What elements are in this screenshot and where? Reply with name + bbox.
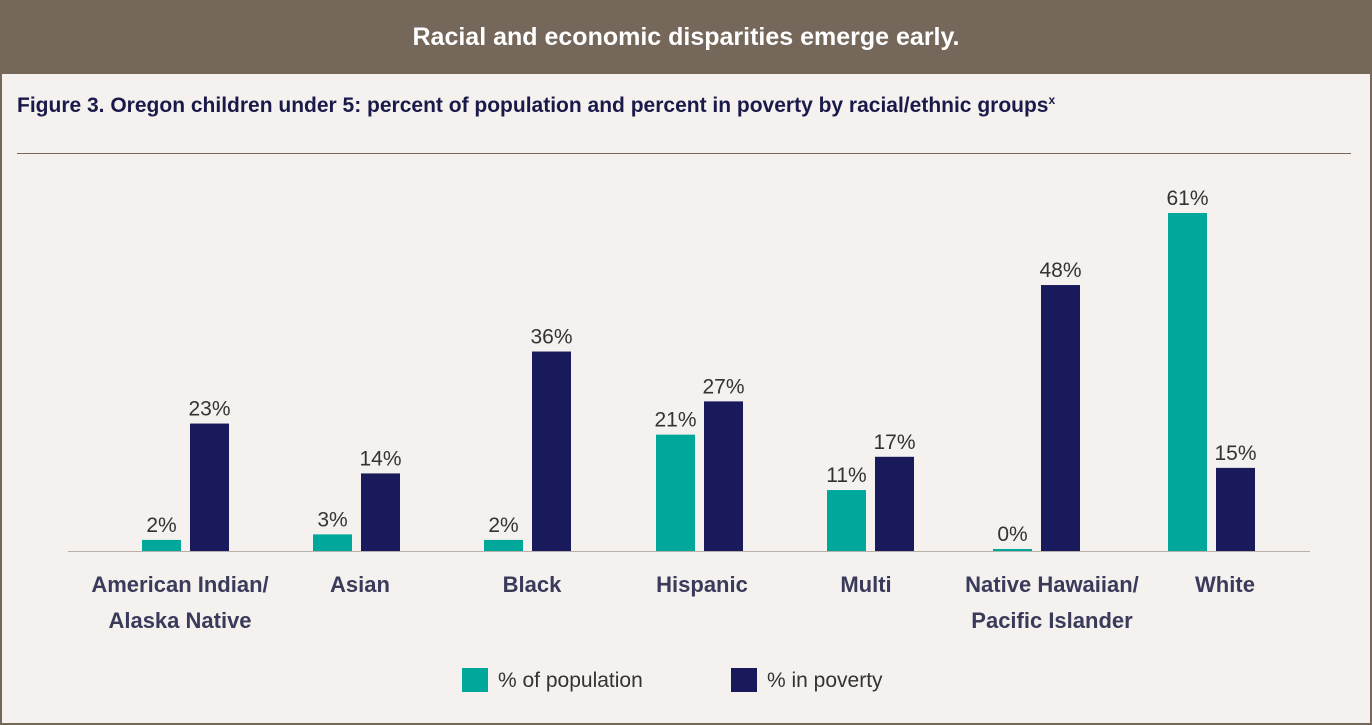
bar-population [1168,213,1207,551]
bar-population [827,490,866,551]
bar-poverty [1216,468,1255,551]
data-label: 17% [873,431,915,454]
data-label: 27% [702,375,744,398]
legend-swatch [462,668,488,692]
bar-poverty [704,401,743,551]
bar-population [656,435,695,551]
category-label: Native Hawaiian/ [965,572,1139,597]
category-label: Pacific Islander [971,608,1133,633]
bar-population [484,540,523,551]
data-label: 61% [1166,187,1208,210]
bar-population [313,534,352,551]
category-label: White [1195,572,1255,597]
bar-poverty [361,473,400,551]
category-label: American Indian/ [91,572,268,597]
data-label: 11% [826,464,866,487]
data-label: 36% [530,326,572,349]
category-label: Hispanic [656,572,748,597]
data-label: 0% [997,523,1027,546]
data-label: 14% [359,447,401,470]
category-label: Alaska Native [108,608,251,633]
category-label: Multi [840,572,891,597]
bar-poverty [875,457,914,551]
bar-population [993,549,1032,551]
bar-poverty [1041,285,1080,551]
data-label: 48% [1039,259,1081,282]
data-label: 15% [1214,442,1256,465]
bar-poverty [190,424,229,551]
data-label: 2% [146,514,176,537]
legend-swatch [731,668,757,692]
data-label: 21% [654,409,696,432]
legend-label: % in poverty [767,669,883,692]
category-label: Asian [330,572,390,597]
legend-label: % of population [498,669,643,692]
data-label: 23% [188,398,230,421]
bar-population [142,540,181,551]
data-label: 3% [317,508,347,531]
bar-poverty [532,352,571,551]
category-label: Black [503,572,562,597]
data-label: 2% [488,514,518,537]
